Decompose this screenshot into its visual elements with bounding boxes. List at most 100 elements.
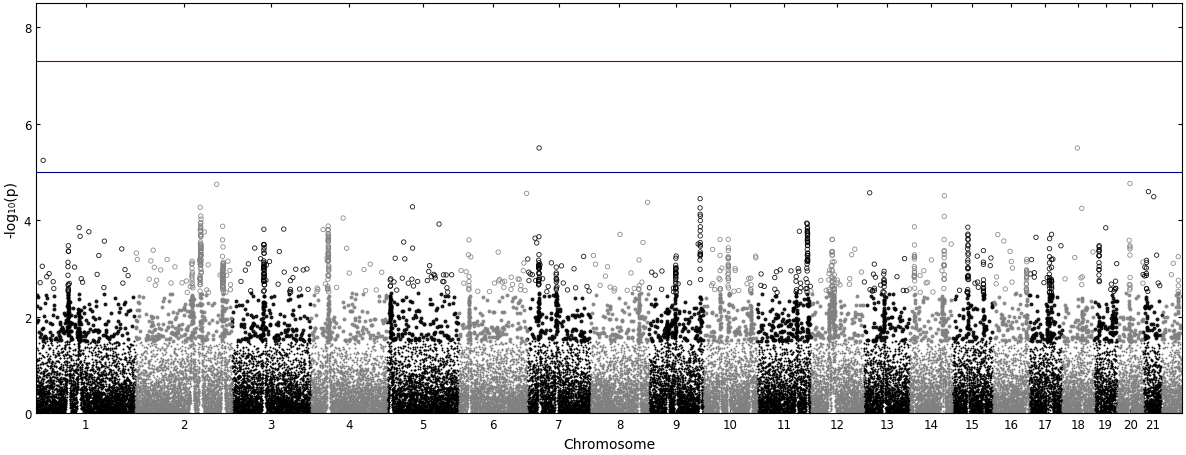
- Point: [760, 365, 779, 373]
- Point: [178, 410, 197, 417]
- Point: [700, 360, 719, 367]
- Point: [102, 392, 121, 399]
- Point: [629, 393, 648, 400]
- Point: [1071, 407, 1090, 414]
- Point: [302, 329, 321, 337]
- Point: [179, 392, 198, 399]
- Point: [675, 390, 694, 398]
- Point: [799, 371, 818, 379]
- Point: [1060, 377, 1079, 384]
- Point: [465, 399, 484, 407]
- Point: [584, 405, 602, 413]
- Point: [204, 379, 223, 386]
- Point: [356, 395, 375, 403]
- Point: [1032, 410, 1051, 417]
- Point: [687, 383, 706, 390]
- Point: [515, 404, 534, 411]
- Point: [172, 333, 191, 340]
- Point: [546, 377, 565, 384]
- Point: [459, 319, 478, 326]
- Point: [1090, 361, 1109, 369]
- Point: [332, 381, 351, 388]
- Point: [353, 367, 372, 374]
- Point: [253, 397, 272, 404]
- Point: [593, 398, 612, 405]
- Point: [1117, 377, 1136, 384]
- Point: [479, 393, 498, 400]
- Point: [432, 360, 451, 368]
- Point: [1095, 376, 1114, 383]
- Point: [485, 390, 504, 398]
- Point: [575, 397, 594, 404]
- Point: [486, 409, 505, 416]
- Point: [708, 392, 727, 399]
- Point: [193, 369, 212, 376]
- Point: [682, 344, 701, 351]
- Point: [630, 387, 649, 394]
- Point: [846, 360, 865, 368]
- Point: [1044, 330, 1063, 337]
- Point: [491, 387, 510, 394]
- Point: [757, 401, 776, 409]
- Point: [113, 403, 132, 410]
- Point: [905, 278, 924, 285]
- Point: [643, 405, 662, 413]
- Point: [1025, 378, 1044, 385]
- Point: [827, 394, 846, 401]
- Point: [884, 372, 903, 379]
- Point: [269, 397, 288, 404]
- Point: [361, 390, 380, 397]
- Point: [149, 399, 168, 407]
- Point: [944, 388, 963, 395]
- Point: [853, 395, 872, 402]
- Point: [527, 356, 546, 364]
- Point: [582, 404, 601, 412]
- Point: [875, 384, 894, 392]
- Point: [347, 396, 366, 404]
- Point: [101, 399, 120, 407]
- Point: [750, 397, 769, 404]
- Point: [734, 394, 753, 401]
- Point: [795, 402, 814, 410]
- Point: [1060, 394, 1079, 401]
- Point: [176, 344, 195, 351]
- Point: [897, 349, 916, 357]
- Point: [855, 382, 874, 389]
- Point: [191, 276, 210, 283]
- Point: [229, 384, 248, 392]
- Point: [553, 389, 572, 396]
- Point: [161, 408, 180, 415]
- Point: [426, 386, 445, 394]
- Point: [500, 364, 519, 372]
- Point: [820, 290, 839, 297]
- Point: [688, 407, 707, 415]
- Point: [484, 390, 503, 397]
- Point: [617, 382, 636, 389]
- Point: [1172, 405, 1186, 413]
- Point: [795, 349, 814, 357]
- Point: [64, 395, 83, 402]
- Point: [98, 387, 117, 394]
- Point: [850, 375, 869, 383]
- Point: [288, 395, 307, 403]
- Point: [116, 396, 135, 403]
- Point: [51, 403, 70, 410]
- Point: [134, 378, 153, 385]
- Point: [1040, 236, 1059, 243]
- Point: [34, 375, 53, 382]
- Point: [181, 329, 200, 336]
- Point: [123, 398, 142, 405]
- Point: [994, 397, 1013, 404]
- Point: [114, 404, 133, 411]
- Point: [234, 351, 253, 358]
- Point: [1002, 397, 1021, 404]
- Point: [49, 405, 68, 413]
- Point: [369, 394, 388, 401]
- Point: [432, 400, 451, 408]
- Point: [818, 383, 837, 390]
- Point: [257, 355, 276, 363]
- Point: [702, 366, 721, 374]
- Point: [729, 397, 748, 404]
- Point: [938, 337, 957, 344]
- Point: [965, 409, 984, 416]
